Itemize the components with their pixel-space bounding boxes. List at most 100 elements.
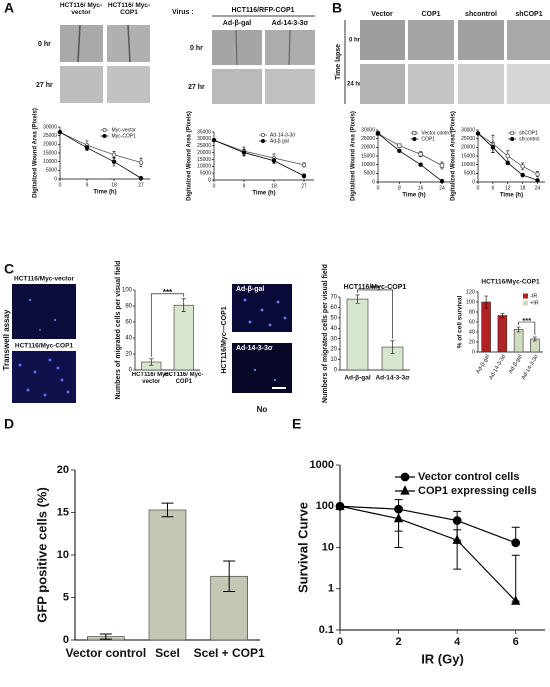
legend-label: Myc-vector: [112, 127, 137, 133]
y-tick-label: 15000: [461, 153, 475, 159]
marker: [111, 159, 117, 164]
marker: [393, 512, 404, 523]
series-line: [59, 131, 142, 163]
y-tick-label: 15000: [43, 150, 57, 156]
legend-label: COP1: [421, 136, 435, 142]
y-tick-label: 10: [330, 357, 337, 363]
x-tick-label: 9: [86, 182, 89, 188]
error-bar: [355, 294, 360, 304]
marker: [211, 138, 217, 143]
x-tick-label: Ad-β-gal: [344, 375, 371, 382]
y-tick-label: 1: [328, 583, 334, 595]
image-header: Ad-14-3-3σ: [272, 20, 309, 27]
y-tick-label: 80: [125, 304, 132, 310]
y-tick-label: 0: [472, 349, 475, 355]
y-tick-label: 40: [469, 329, 475, 335]
marker: [439, 178, 445, 184]
y-tick-label: 10: [57, 549, 69, 561]
wound-edge: [77, 24, 131, 63]
y-tick-label: 80: [469, 309, 475, 315]
micrograph-group: [60, 24, 150, 103]
y-axis-label: Digitalized Wound Area (Pixels): [33, 108, 39, 198]
chart-title: HCT116/Myc-COP1: [344, 284, 407, 291]
y-tick-label: 40: [330, 326, 337, 332]
virus-label: Virus :: [172, 9, 194, 16]
error-bar: [161, 502, 174, 518]
y-tick-label: 30000: [461, 127, 475, 133]
marker: [490, 145, 496, 150]
error-bar: [500, 313, 505, 318]
label-box: HCT116/ Myc-vector: [131, 372, 171, 385]
side-label: Transwell assay: [2, 309, 11, 370]
image-label: Ad-β-gal: [236, 286, 264, 293]
y-tick-label: 10000: [197, 164, 211, 170]
x-tick-label: 27: [138, 182, 144, 188]
x-tick-label: 0: [59, 182, 62, 188]
legend-marker: [260, 132, 265, 137]
image-header: HCT116/ Myc-COP1: [108, 2, 150, 16]
y-tick-label: 25000: [43, 133, 57, 139]
panel-letter: A: [4, 0, 14, 16]
x-tick-label: 2: [396, 636, 402, 648]
y-tick-label: 50: [330, 315, 337, 321]
row-label: 27 hr: [188, 84, 205, 91]
x-tick-label: 18: [520, 185, 526, 191]
y-tick-label: 15000: [361, 153, 375, 159]
marker: [335, 500, 345, 510]
y-tick-label: 30000: [197, 136, 211, 142]
micrograph: [60, 25, 103, 62]
y-tick-label: 10000: [461, 162, 475, 168]
chart-title: HCT116/Myc-COP1: [481, 279, 540, 286]
side-label: Time lapse: [335, 44, 342, 80]
panel-letter: B: [332, 0, 342, 16]
row-label: 24 hr: [347, 82, 362, 88]
x-tick-label: Ad-14-3-3σ: [521, 353, 540, 381]
side-label: HCT116/Myc—COP1: [221, 306, 228, 373]
y-tick-label: 40: [125, 336, 132, 342]
micrograph: [408, 64, 454, 104]
bar: [346, 298, 369, 371]
x-tick-label: 24: [439, 185, 445, 191]
marker: [375, 131, 381, 136]
error-bar: [484, 295, 489, 309]
panel-letter: C: [4, 261, 14, 277]
y-tick-label: 0: [334, 368, 338, 374]
image-header: Vector: [371, 11, 393, 18]
bar: [497, 315, 508, 353]
marker: [418, 152, 423, 157]
error-bar: [390, 340, 395, 354]
series-line: [213, 139, 305, 177]
marker: [397, 143, 402, 148]
panel-letter: D: [4, 416, 14, 432]
label-box: HCT116/ Myc-COP1: [164, 372, 203, 385]
marker: [452, 534, 462, 544]
marker: [439, 163, 445, 168]
y-axis-label: Digitalized Wound Area (Pixels): [187, 111, 193, 201]
micrograph: [360, 64, 405, 104]
y-tick-label: 60: [469, 319, 475, 325]
cell-dots: [243, 298, 287, 382]
x-axis-label: Time (h): [402, 193, 425, 199]
error-bar: [516, 326, 521, 333]
legend-label: COP1 expressing cells: [418, 485, 537, 497]
x-tick-label: HCT116/ Myc-vector: [131, 372, 171, 385]
legend-label: -IR: [530, 293, 537, 299]
bar: [148, 509, 187, 641]
significance-bracket: [357, 289, 393, 339]
x-tick-label: 6: [513, 636, 519, 648]
y-tick-label: 20: [469, 339, 475, 345]
error-bar: [181, 298, 186, 312]
legend-marker: [400, 485, 410, 495]
marker: [138, 160, 144, 165]
y-tick-label: 15000: [197, 157, 211, 163]
marker: [57, 129, 63, 135]
micrograph: [232, 284, 292, 332]
cell-dots: [18, 298, 70, 397]
note: No: [257, 405, 268, 414]
image-label: HCT116/Myc-vector: [14, 276, 74, 283]
significance-bracket: [150, 293, 185, 357]
series-line: [213, 139, 305, 166]
micrograph: [507, 20, 550, 60]
legend-label: Ad-β gal: [270, 138, 289, 144]
micrograph: [507, 64, 550, 104]
